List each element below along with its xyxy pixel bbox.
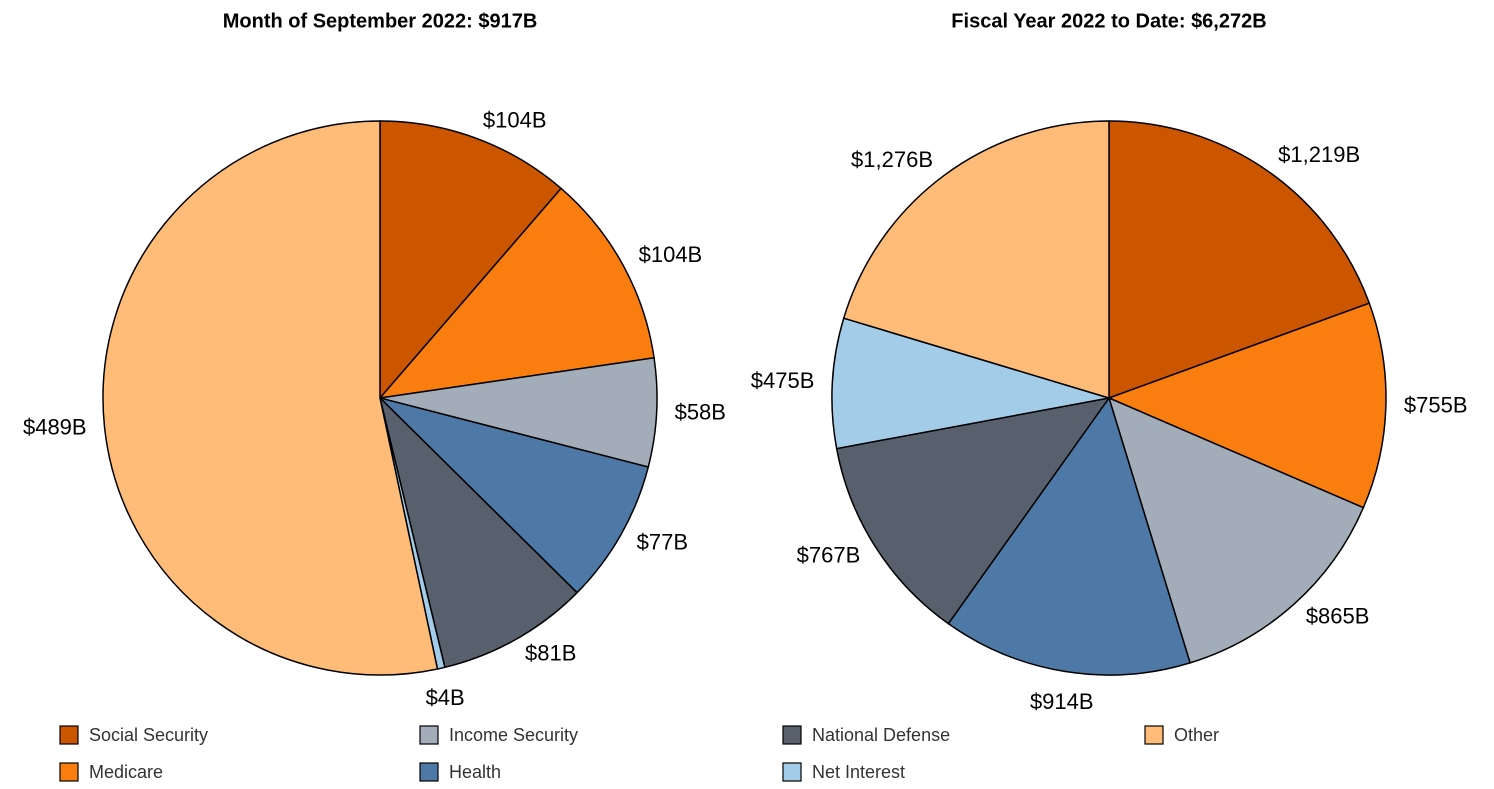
value-label: $4B	[426, 685, 465, 710]
legend-swatch	[782, 762, 802, 782]
legend-swatch	[782, 725, 802, 745]
legend-label: Health	[449, 762, 501, 782]
value-label: $475B	[751, 368, 815, 393]
pie-slice	[1108, 120, 1371, 400]
legend-swatch	[419, 725, 439, 745]
chart-title: Month of September 2022: $917B	[223, 10, 538, 32]
value-label: $755B	[1404, 392, 1468, 417]
legend-swatch	[1144, 725, 1164, 745]
legend-label: Social Security	[89, 725, 208, 745]
legend-label: Net Interest	[812, 762, 905, 782]
value-label: $104B	[483, 107, 547, 132]
legend-label: Medicare	[89, 762, 163, 782]
pie-slice	[835, 396, 1111, 625]
value-label: $865B	[1306, 604, 1370, 629]
value-label: $58B	[675, 399, 726, 424]
value-label: $77B	[637, 529, 688, 554]
pie-slice	[1106, 302, 1387, 509]
pie-slice	[842, 120, 1110, 400]
pie-slice	[102, 120, 439, 676]
value-label: $81B	[525, 641, 576, 666]
legend-swatch	[419, 762, 439, 782]
value-label: $914B	[1030, 689, 1094, 714]
legend-label: Income Security	[449, 725, 578, 745]
legend-label: Other	[1174, 725, 1219, 745]
pie-slice	[1107, 396, 1365, 664]
value-label: $489B	[23, 415, 87, 440]
legend-swatch	[59, 762, 79, 782]
legend-label: National Defense	[812, 725, 950, 745]
legend-swatch	[59, 725, 79, 745]
pie-slice	[947, 396, 1192, 676]
pie-slice	[831, 317, 1110, 450]
value-label: $1,276B	[851, 147, 933, 172]
value-label: $767B	[797, 542, 861, 567]
pie-slice	[377, 396, 650, 594]
value-label: $1,219B	[1278, 142, 1360, 167]
pie-slice	[378, 187, 655, 400]
chart-title: Fiscal Year 2022 to Date: $6,272B	[951, 10, 1266, 32]
value-label: $104B	[639, 242, 703, 267]
pie-slice	[379, 120, 563, 401]
